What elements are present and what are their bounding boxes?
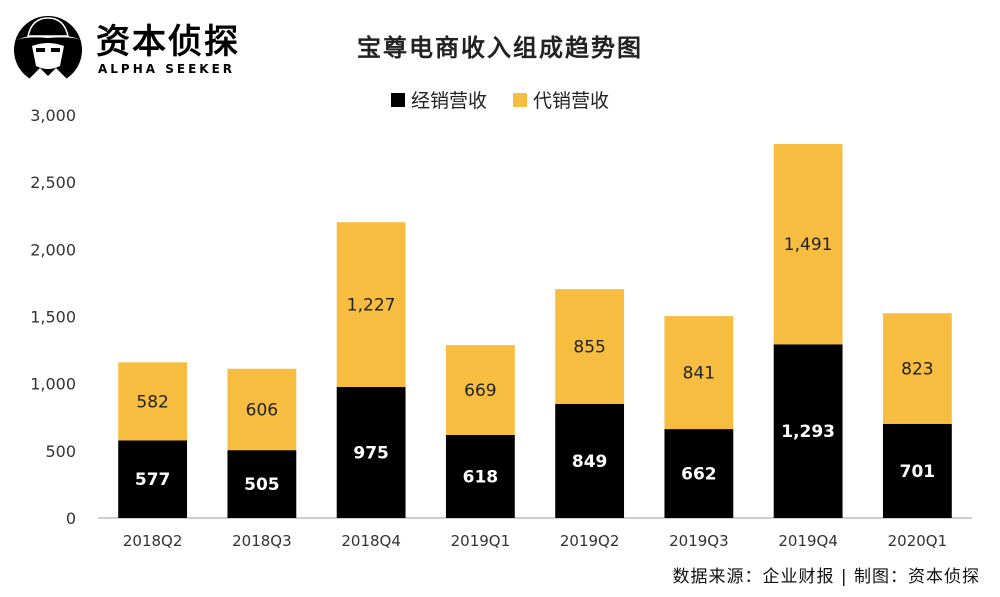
data-label-series1: 618 xyxy=(463,467,499,487)
data-label-series2: 823 xyxy=(901,360,933,380)
bar-series1 xyxy=(118,440,188,518)
bar-series2 xyxy=(227,368,297,451)
data-label-series1: 849 xyxy=(572,452,608,472)
data-label-series1: 662 xyxy=(681,465,717,485)
legend-item-series2: 代销营收 xyxy=(513,86,609,113)
legend-item-series1: 经销营收 xyxy=(390,86,487,113)
data-label-series1: 577 xyxy=(135,470,171,490)
bar-series1 xyxy=(664,429,734,518)
legend-swatch-series1 xyxy=(390,92,405,107)
y-tick-label: 2,000 xyxy=(30,240,76,259)
chart-legend: 经销营收 代销营收 xyxy=(0,86,1000,113)
bar-series2 xyxy=(773,144,843,345)
data-label-series2: 606 xyxy=(246,400,278,420)
bar-series2 xyxy=(882,313,952,424)
bar-series1 xyxy=(555,403,625,518)
legend-label-series1: 经销营收 xyxy=(410,90,487,112)
data-label-series1: 1,293 xyxy=(781,422,835,442)
x-tick-label: 2019Q2 xyxy=(560,532,620,550)
y-tick-label: 1,000 xyxy=(30,375,76,394)
y-tick-label: 1,500 xyxy=(30,308,76,327)
bar-series2 xyxy=(555,289,625,404)
data-label-series1: 701 xyxy=(900,462,936,482)
bar-series2 xyxy=(118,362,188,441)
y-tick-label: 0 xyxy=(66,509,76,528)
x-tick-label: 2019Q3 xyxy=(669,532,729,550)
x-tick-label: 2019Q1 xyxy=(451,532,511,550)
brand-logo: 资本侦探 ALPHA SEEKER xyxy=(10,10,250,88)
data-label-series2: 855 xyxy=(573,338,605,358)
x-tick-label: 2019Q4 xyxy=(778,532,838,550)
y-tick-label: 3,000 xyxy=(30,106,76,125)
chart-title: 宝尊电商收入组成趋势图 xyxy=(357,34,643,62)
logo-name-en: ALPHA SEEKER xyxy=(98,62,236,76)
y-tick-label: 2,500 xyxy=(30,173,76,192)
data-label-series1: 975 xyxy=(353,444,389,464)
source-note: 数据来源：企业财报 | 制图：资本侦探 xyxy=(672,567,980,587)
x-tick-label: 2018Q2 xyxy=(123,532,183,550)
data-label-series2: 669 xyxy=(464,381,496,401)
detective-logo-icon xyxy=(14,16,82,84)
y-tick-label: 500 xyxy=(45,442,76,461)
logo-name-cn: 资本侦探 xyxy=(96,22,240,62)
bar-series1 xyxy=(773,344,843,518)
bar-series2 xyxy=(336,222,406,388)
bar-series1 xyxy=(882,423,952,518)
data-label-series2: 1,227 xyxy=(347,296,396,316)
bar-series1 xyxy=(445,434,515,518)
data-label-series2: 1,491 xyxy=(784,235,833,255)
bar-series1 xyxy=(227,450,297,518)
bar-series2 xyxy=(445,345,515,435)
legend-label-series2: 代销营收 xyxy=(533,90,610,112)
bar-series2 xyxy=(664,316,734,430)
data-label-series1: 505 xyxy=(244,475,280,495)
x-tick-label: 2020Q1 xyxy=(888,532,948,550)
data-label-series2: 841 xyxy=(683,364,715,384)
legend-swatch-series2 xyxy=(513,92,527,107)
bar-series1 xyxy=(336,387,406,518)
x-tick-label: 2018Q4 xyxy=(341,532,401,550)
data-label-series2: 582 xyxy=(136,392,168,412)
x-tick-label: 2018Q3 xyxy=(232,532,292,550)
